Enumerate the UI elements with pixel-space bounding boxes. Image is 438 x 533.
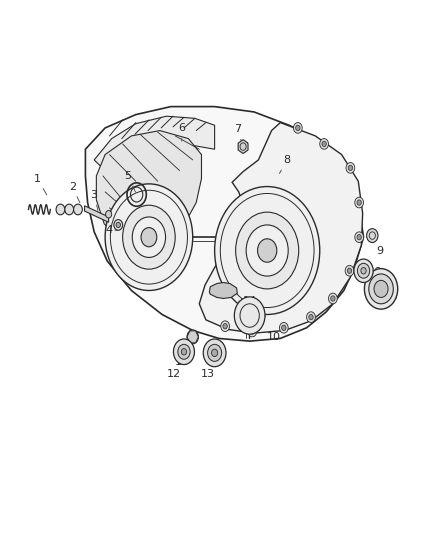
Circle shape [364, 269, 398, 309]
Circle shape [181, 349, 187, 355]
Text: 9: 9 [374, 239, 384, 255]
Polygon shape [85, 206, 109, 222]
Circle shape [296, 125, 300, 131]
Circle shape [56, 204, 65, 215]
Circle shape [282, 325, 286, 330]
Circle shape [320, 139, 328, 149]
Text: 3: 3 [91, 190, 98, 211]
Circle shape [279, 322, 288, 333]
Circle shape [309, 314, 313, 320]
Circle shape [223, 324, 227, 329]
Text: 15: 15 [381, 290, 399, 301]
Circle shape [346, 163, 355, 173]
Circle shape [328, 293, 337, 304]
Circle shape [357, 200, 361, 205]
Circle shape [212, 349, 218, 357]
Circle shape [357, 263, 370, 278]
Circle shape [114, 220, 123, 230]
Text: 12: 12 [167, 361, 182, 379]
Circle shape [221, 321, 230, 332]
Polygon shape [209, 282, 237, 298]
Circle shape [215, 187, 320, 314]
Text: 13: 13 [201, 360, 215, 379]
Text: 7: 7 [234, 124, 242, 144]
Circle shape [293, 123, 302, 133]
Circle shape [246, 225, 288, 276]
Polygon shape [94, 116, 215, 166]
Circle shape [248, 326, 257, 337]
Text: 1: 1 [34, 174, 47, 195]
Circle shape [355, 197, 364, 208]
Circle shape [203, 339, 226, 367]
Circle shape [258, 239, 277, 262]
Circle shape [106, 211, 112, 218]
Circle shape [354, 259, 373, 282]
Polygon shape [187, 331, 198, 343]
Circle shape [367, 229, 378, 243]
Circle shape [250, 329, 254, 334]
Circle shape [361, 268, 366, 274]
Circle shape [355, 232, 364, 243]
Circle shape [178, 344, 190, 359]
Circle shape [123, 205, 175, 269]
Text: 16: 16 [364, 267, 381, 277]
Circle shape [173, 339, 194, 365]
Circle shape [141, 228, 157, 247]
Circle shape [345, 265, 354, 276]
Text: 11: 11 [175, 348, 191, 367]
Circle shape [105, 184, 193, 290]
Circle shape [307, 312, 315, 322]
Text: 10: 10 [261, 332, 281, 342]
Polygon shape [85, 107, 364, 341]
Circle shape [331, 296, 335, 301]
Text: 2: 2 [69, 182, 80, 203]
Circle shape [347, 268, 352, 273]
Circle shape [236, 212, 299, 289]
Circle shape [132, 217, 166, 257]
Circle shape [234, 297, 265, 334]
Text: 5: 5 [124, 171, 135, 192]
Polygon shape [238, 140, 248, 154]
Circle shape [65, 204, 74, 215]
Text: 14: 14 [239, 296, 257, 306]
Text: 8: 8 [279, 155, 290, 173]
Circle shape [348, 165, 353, 171]
Circle shape [187, 330, 198, 344]
Circle shape [374, 280, 388, 297]
Polygon shape [199, 123, 363, 333]
Circle shape [208, 344, 222, 361]
Text: 6: 6 [178, 123, 185, 141]
Circle shape [357, 235, 361, 240]
Circle shape [369, 274, 393, 304]
Circle shape [322, 141, 326, 147]
Text: 4: 4 [105, 225, 117, 235]
Polygon shape [96, 131, 201, 248]
Circle shape [74, 204, 82, 215]
Circle shape [116, 222, 120, 228]
